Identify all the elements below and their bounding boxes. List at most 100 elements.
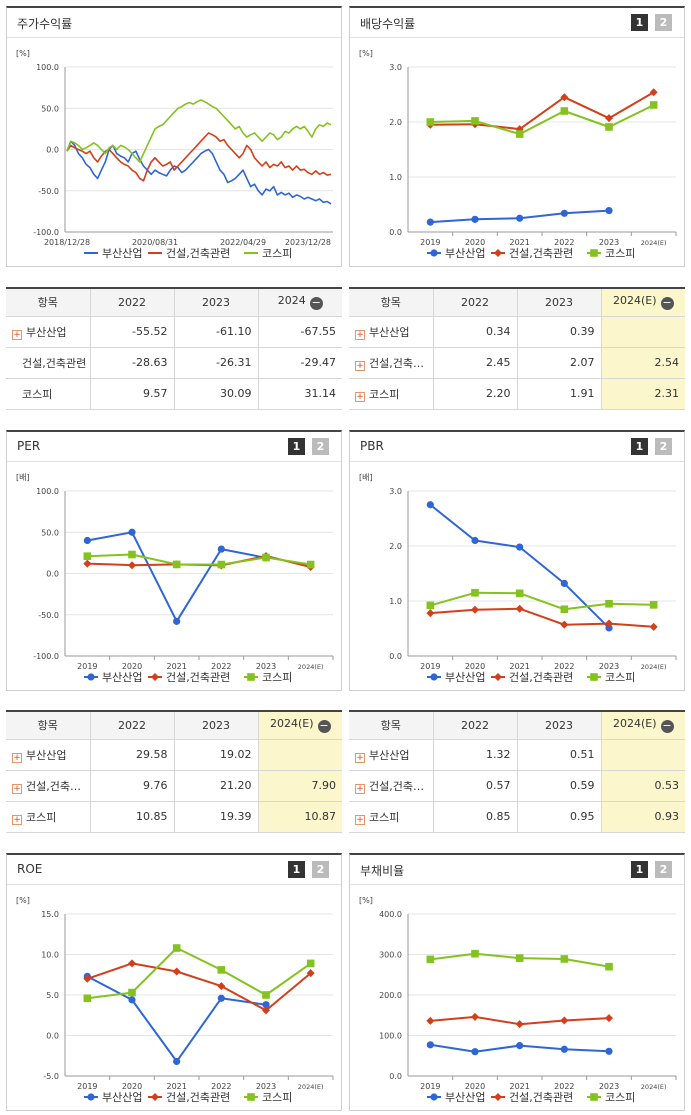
table-header-row: 항목 2022 2023 2024(E) −: [349, 710, 685, 740]
collapse-minus-icon[interactable]: −: [660, 296, 674, 311]
page-2-button[interactable]: 2: [312, 861, 329, 878]
header-year-collapsible: 2024(E) −: [601, 287, 685, 317]
data-point: [605, 206, 613, 215]
x-tick-label: 2023: [256, 662, 276, 671]
legend-label: 건설,건축관련: [166, 671, 230, 684]
y-tick-label: 200.0: [379, 991, 402, 1000]
table-cell: -26.31: [174, 347, 259, 379]
data-point: [560, 1016, 569, 1025]
data-point: [560, 955, 569, 963]
data-point: [83, 994, 92, 1003]
x-tick-label: 2022: [211, 1082, 231, 1091]
y-tick-label: -5.0: [43, 1072, 59, 1081]
data-point: [262, 1001, 270, 1009]
page-2-button[interactable]: 2: [655, 861, 672, 878]
expand-plus-icon[interactable]: +: [355, 391, 365, 402]
data-point: [128, 959, 136, 968]
header-year: 2022: [433, 287, 518, 317]
header-year-collapsible: 2024(E) −: [258, 710, 342, 740]
data-point: [560, 579, 568, 587]
table-cell: 0.34: [433, 316, 518, 348]
expand-plus-icon[interactable]: +: [355, 783, 365, 794]
x-tick-label: 2024(E): [298, 663, 324, 671]
table-row: + 코스피 2.20 1.91 2.31: [349, 378, 685, 410]
per-panel: PER 1 2 [배] 100.0 50.0 0.0 -50.0 -100.0 2019 20…: [6, 430, 342, 691]
x-tick-label: 2020: [465, 662, 485, 671]
stock-return-table: 항목 2022 2023 2024− + 부산산업 -55.52 -61.10 -…: [6, 287, 342, 410]
data-point: [649, 601, 658, 609]
panel-title: 부채비율: [360, 864, 405, 878]
expand-plus-icon[interactable]: +: [12, 783, 22, 794]
data-point: [605, 624, 613, 632]
page-2-button[interactable]: 2: [655, 438, 672, 455]
data-point: [515, 954, 524, 962]
page-1-button[interactable]: 1: [631, 14, 648, 31]
pbr-table: 항목 2022 2023 2024(E) − + 부산산업 1.32 0.51 + 건…: [349, 710, 685, 833]
data-point: [128, 988, 136, 997]
page-1-button[interactable]: 1: [288, 861, 305, 878]
series-line: [86, 962, 312, 1012]
expand-plus-icon[interactable]: +: [355, 814, 365, 825]
panel-header: 배당수익률 1 2: [350, 8, 684, 38]
data-point: [128, 528, 136, 536]
legend-label: 코스피: [605, 1091, 635, 1104]
expand-plus-icon[interactable]: +: [12, 752, 22, 763]
page-1-button[interactable]: 1: [631, 861, 648, 878]
expand-plus-icon[interactable]: +: [12, 814, 22, 825]
collapse-minus-icon[interactable]: −: [660, 719, 674, 734]
data-point: [649, 622, 658, 631]
row-name-cell: + 부산산업: [6, 316, 91, 348]
legend-label: 건설,건축관련: [166, 1091, 230, 1104]
data-point: [83, 559, 92, 568]
data-point: [605, 599, 613, 608]
table-cell: 30.09: [174, 378, 259, 410]
expand-plus-icon[interactable]: +: [355, 360, 365, 371]
x-tick-label: 2019: [77, 662, 97, 671]
x-tick-label: 2023: [599, 1082, 619, 1091]
series-line: [430, 91, 655, 131]
data-point: [471, 605, 479, 614]
table-row: + 부산산업 1.32 0.51: [349, 739, 685, 771]
header-year-label: 2024(E): [612, 717, 657, 731]
legend-marker: [247, 673, 255, 681]
expand-plus-icon[interactable]: +: [12, 329, 22, 340]
table-row: + 건설,건축관련 2.45 2.07 2.54: [349, 347, 685, 379]
row-name: 부산산업: [26, 748, 67, 762]
row-name-cell: + 코스피: [349, 801, 434, 833]
legend-marker: [430, 1093, 438, 1101]
x-tick-label: 2021: [509, 1082, 529, 1091]
y-tick-label: 0.0: [389, 652, 402, 661]
table-cell: 10.87: [258, 801, 342, 833]
row-name-cell: + 부산산업: [349, 739, 434, 771]
data-point: [605, 962, 613, 971]
row-name-cell: 코스피: [6, 378, 91, 410]
page-1-button[interactable]: 1: [631, 438, 648, 455]
expand-plus-icon[interactable]: +: [355, 329, 365, 340]
page-1-button[interactable]: 1: [288, 438, 305, 455]
x-tick-label: 2019: [420, 238, 440, 247]
header-year: 2023: [517, 710, 602, 740]
y-tick-label: 0.0: [389, 228, 402, 237]
expand-plus-icon[interactable]: +: [355, 752, 365, 763]
collapse-minus-icon[interactable]: −: [317, 719, 331, 734]
row-name-cell: + 부산산업: [349, 316, 434, 348]
legend-label: 코스피: [605, 671, 635, 684]
table-cell: -67.55: [258, 316, 342, 348]
page-2-button[interactable]: 2: [655, 14, 672, 31]
row-name: 건설,건축관련: [369, 779, 433, 793]
page-2-button[interactable]: 2: [312, 438, 329, 455]
table-row: + 부산산업 29.58 19.02: [6, 739, 342, 771]
collapse-minus-icon[interactable]: −: [309, 296, 323, 311]
row-name-cell: + 코스피: [6, 801, 91, 833]
data-point: [217, 560, 226, 569]
unit-label: [%]: [16, 49, 30, 58]
data-point: [605, 1047, 613, 1055]
y-tick-label: 300.0: [379, 951, 402, 960]
x-tick-label: 2021: [509, 662, 529, 671]
series-line: [86, 975, 267, 1063]
data-point: [172, 944, 181, 952]
y-tick-label: 0.0: [46, 146, 59, 155]
y-tick-label: 0.0: [46, 1032, 59, 1041]
data-point: [426, 501, 434, 509]
